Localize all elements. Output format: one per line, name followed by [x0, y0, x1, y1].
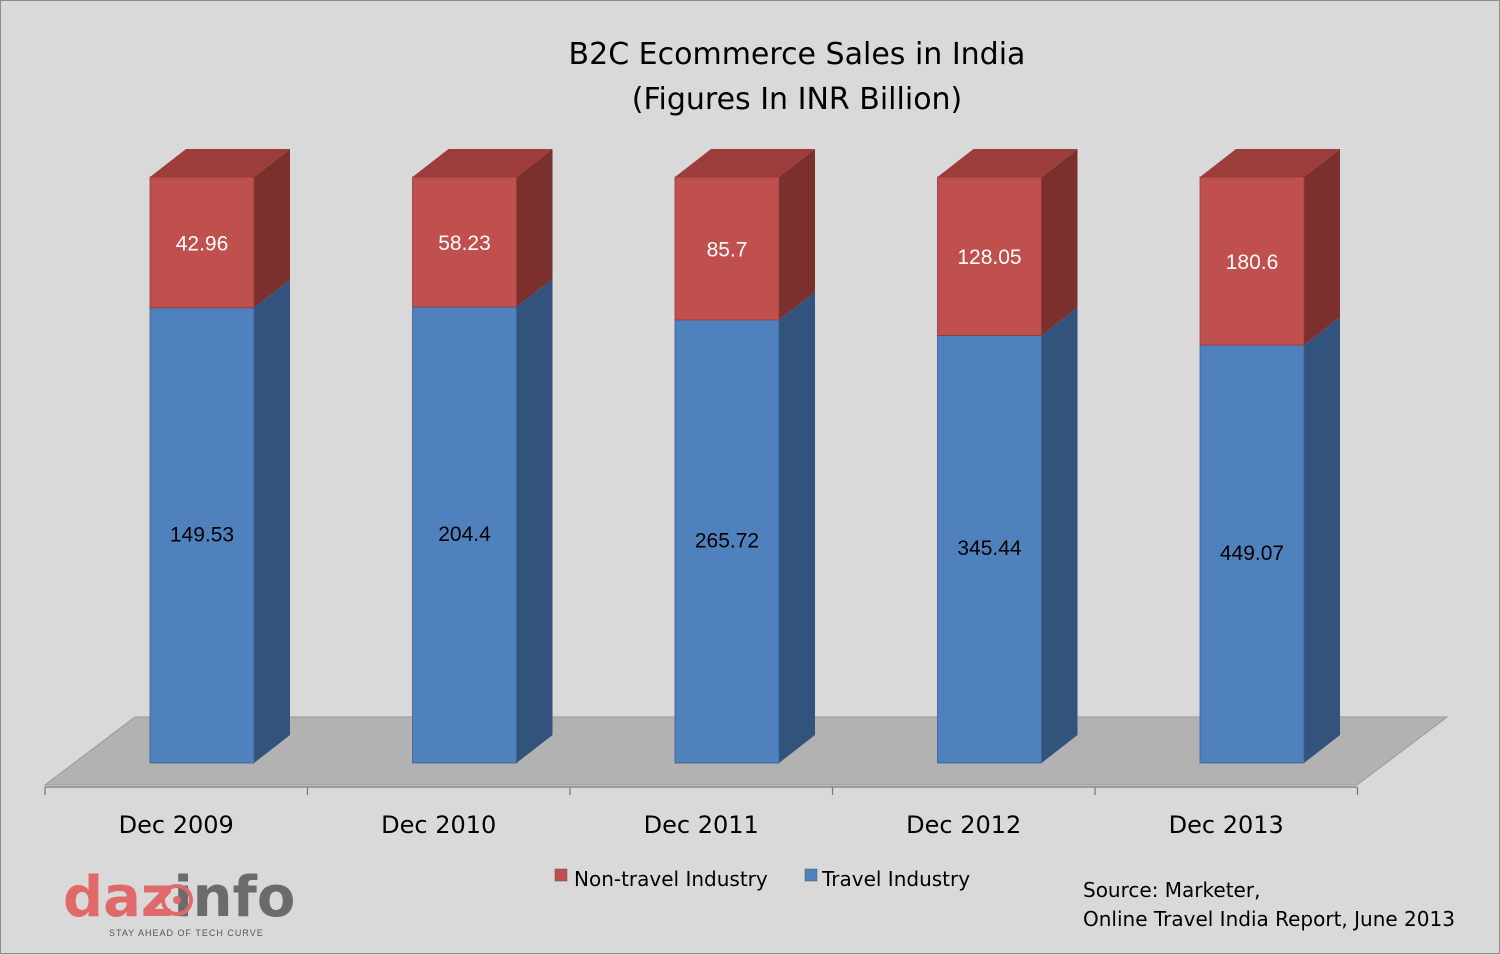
legend-label-non-travel: Non-travel Industry — [574, 867, 768, 891]
bar-travel-side — [1041, 307, 1078, 763]
legend-swatch-non-travel — [554, 868, 568, 882]
bar-top-face — [412, 149, 553, 177]
value-label-travel: 345.44 — [957, 537, 1022, 560]
bar-non-travel — [674, 176, 780, 321]
bar-non-travel-side — [1304, 149, 1340, 346]
bar-top-face — [675, 149, 815, 177]
dazeinfo-logo: dazinfo STAY AHEAD OF TECH CURVE — [63, 865, 295, 938]
value-label-travel: 449.07 — [1220, 542, 1284, 565]
source-line-1: Source: Marketer, — [1083, 878, 1260, 902]
bar-top-face — [937, 149, 1078, 177]
legend-label-travel: Travel Industry — [821, 867, 970, 891]
value-label-non-travel: 58.23 — [438, 232, 491, 255]
bar-non-travel-side — [254, 149, 290, 308]
bar-top-face — [1200, 149, 1340, 177]
category-label: Dec 2013 — [1169, 811, 1284, 839]
legend-swatch-travel — [804, 868, 818, 882]
bar-stack: 265.72 85.7 — [674, 149, 815, 764]
logo-target-dot — [173, 896, 181, 904]
legend: Non-travel Industry Travel Industry — [554, 867, 970, 891]
value-label-travel: 149.53 — [170, 523, 234, 546]
value-label-non-travel: 180.6 — [1226, 251, 1279, 274]
value-label-non-travel: 128.05 — [957, 246, 1021, 269]
logo-tagline: STAY AHEAD OF TECH CURVE — [109, 928, 264, 938]
value-label-travel: 265.72 — [695, 529, 759, 552]
bar-non-travel-side — [779, 149, 815, 320]
chart-title: B2C Ecommerce Sales in India (Figures In… — [569, 37, 1026, 117]
bar-non-travel-side — [516, 149, 553, 307]
chart-title-line-1: B2C Ecommerce Sales in India — [569, 37, 1026, 72]
bar-travel — [937, 335, 1042, 764]
logo-target-icon — [161, 884, 193, 916]
bar-non-travel-side — [1041, 149, 1078, 336]
bar-travel-side — [779, 291, 815, 763]
category-label: Dec 2009 — [119, 811, 234, 839]
bar-stack: 149.53 42.96 — [149, 149, 290, 764]
source-note: Source: Marketer, Online Travel India Re… — [1083, 878, 1455, 931]
bar-travel — [412, 306, 517, 764]
bar-stack: 204.4 58.23 — [412, 149, 553, 764]
category-label: Dec 2010 — [381, 811, 496, 839]
bar-travel — [149, 307, 255, 764]
source-line-2: Online Travel India Report, June 2013 — [1083, 907, 1455, 931]
bar-stack: 345.44 128.05 — [937, 149, 1078, 764]
bar-top-face — [150, 149, 290, 177]
bars-group: 149.53 42.96 204.4 58.23 265.72 85.7 345.44 128… — [149, 149, 1340, 764]
category-label: Dec 2012 — [906, 811, 1021, 839]
category-labels: Dec 2009 Dec 2010 Dec 2011 Dec 2012 Dec 2013 — [119, 811, 1284, 839]
bar-stack: 449.07 180.6 — [1199, 149, 1340, 764]
bar-travel — [1199, 344, 1305, 764]
category-label: Dec 2011 — [644, 811, 759, 839]
bar-non-travel — [149, 176, 255, 309]
bar-travel-side — [254, 279, 290, 763]
x-axis — [44, 786, 1359, 795]
logo-text-daz: dazinfo — [63, 865, 295, 930]
bar-travel-side — [516, 278, 553, 763]
value-label-non-travel: 42.96 — [176, 232, 229, 255]
value-label-travel: 204.4 — [438, 523, 491, 546]
bar-non-travel — [1199, 176, 1305, 346]
bar-non-travel — [937, 176, 1042, 336]
chart-title-line-2: (Figures In INR Billion) — [632, 82, 963, 117]
value-label-non-travel: 85.7 — [707, 238, 748, 261]
bar-non-travel — [412, 176, 517, 308]
bar-travel-side — [1304, 317, 1340, 763]
